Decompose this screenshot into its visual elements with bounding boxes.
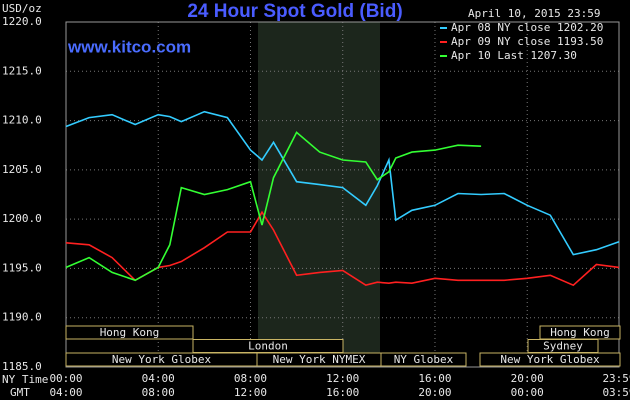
session-label: New York Globex: [112, 353, 212, 366]
chart-subtitle: April 10, 2015 23:59: [468, 7, 600, 20]
gmt-tick-label: 20:00: [418, 386, 451, 399]
session-label: Sydney: [543, 340, 583, 353]
y-tick-label: 1210.0: [2, 114, 42, 127]
session-box: [65, 325, 194, 340]
gmt-tick-label: 08:00: [142, 386, 175, 399]
gmt-tick-label: 00:00: [511, 386, 544, 399]
chart-title: 24 Hour Spot Gold (Bid): [187, 1, 402, 22]
time-row-label: GMT: [10, 386, 30, 399]
session-label: New York Globex: [500, 353, 600, 366]
y-tick-label: 1185.0: [2, 360, 42, 373]
nymex-shade: [258, 22, 380, 367]
y-tick-label: 1220.0: [2, 15, 42, 28]
watermark: www.kitco.com: [67, 37, 191, 56]
gmt-tick-label: 16:00: [326, 386, 359, 399]
session-box: [380, 352, 467, 367]
y-tick-label: 1195.0: [2, 261, 42, 274]
y-tick-label: 1190.0: [2, 311, 42, 324]
gmt-tick-label: 03:59: [602, 386, 630, 399]
legend-entry: Apr 10 Last 1207.30: [451, 49, 577, 62]
gmt-tick-label: 12:00: [234, 386, 267, 399]
y-axis-label: USD/oz: [2, 2, 42, 15]
x-tick-label: 08:00: [234, 372, 267, 385]
session-label: NY Globex: [394, 353, 454, 366]
session-label: Hong Kong: [550, 326, 610, 339]
session-box: [479, 352, 621, 367]
x-tick-label: 20:00: [511, 372, 544, 385]
series-line: [65, 210, 620, 287]
session-box: [539, 325, 621, 340]
y-tick-label: 1215.0: [2, 64, 42, 77]
session-label: New York NYMEX: [273, 353, 366, 366]
series-line: [65, 131, 482, 282]
session-label: London: [248, 340, 288, 353]
y-tick-label: 1205.0: [2, 163, 42, 176]
x-tick-label: 23:59: [602, 372, 630, 385]
session-label: Hong Kong: [100, 326, 160, 339]
y-tick-label: 1200.0: [2, 212, 42, 225]
gmt-tick-label: 04:00: [49, 386, 82, 399]
x-tick-label: 12:00: [326, 372, 359, 385]
series-line: [65, 110, 620, 256]
x-tick-label: 04:00: [142, 372, 175, 385]
plot-frame: [65, 21, 620, 368]
x-tick-label: 16:00: [418, 372, 451, 385]
legend-entry: Apr 09 NY close 1193.50: [451, 35, 603, 48]
x-tick-label: 00:00: [49, 372, 82, 385]
legend-entry: Apr 08 NY close 1202.20: [451, 21, 603, 34]
time-row-label: NY Time: [2, 373, 48, 386]
